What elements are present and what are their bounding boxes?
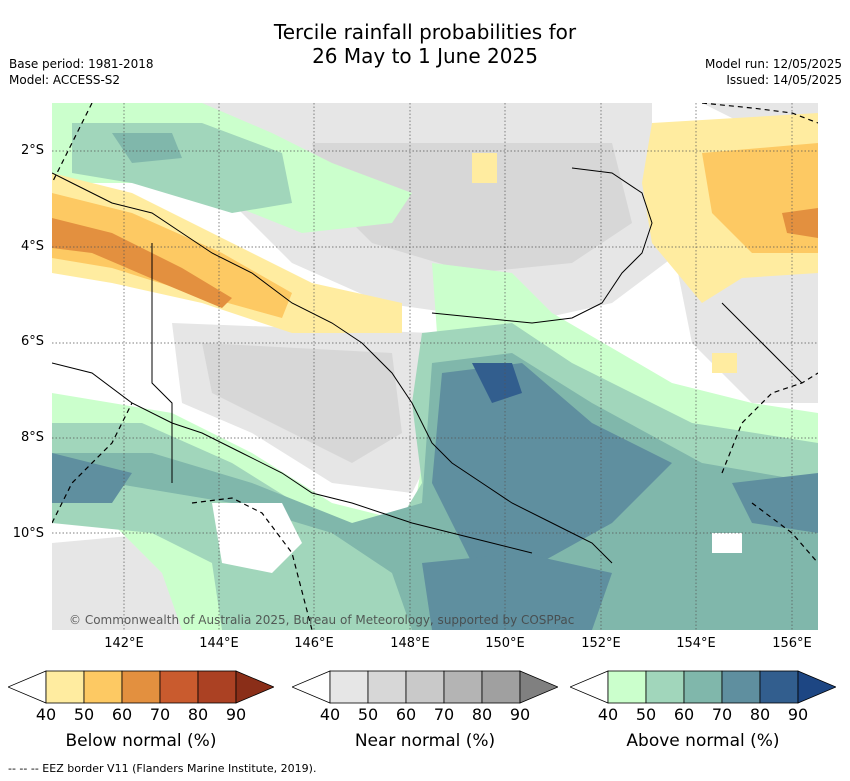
colorbar-segment [481,670,521,704]
below-normal-label: Below normal (%) [65,731,217,751]
lon-label-154e: 154°E [676,636,716,651]
lat-label-10s: 10°S [12,526,44,541]
colorbar-tick-label: 50 [635,705,657,724]
colorbar-segment [367,670,407,704]
probability-map [52,103,818,630]
colorbar-segment [45,670,85,704]
above-normal-region-top-3 [112,133,182,163]
colorbar-tick-label: 60 [111,705,133,724]
above-normal-region-southwest [52,453,132,503]
lon-label-150e: 150°E [485,636,525,651]
lon-label-144e: 144°E [199,636,239,651]
new-britain-coast [431,167,653,324]
colorbar-segment [83,670,123,704]
colorbar-segment [645,670,685,704]
colorbar-min-extend [570,670,609,704]
near-normal-colorbar [292,670,558,704]
new-guinea-south-coast [52,362,533,554]
below-normal-spot-2 [712,353,737,373]
colorbar-max-extend [235,670,274,704]
below-normal-band-2 [52,193,292,318]
lon-label-146e: 146°E [294,636,334,651]
lat-label-8s: 8°S [20,430,44,445]
base-period: Base period: 1981-2018 [9,57,154,71]
above-normal-label: Above normal (%) [626,731,780,751]
colorbar-segment [197,670,237,704]
colorbar-tick-label: 70 [433,705,455,724]
title-line-2: 26 May to 1 June 2025 [312,44,538,68]
above-normal-region-south-4 [432,363,672,573]
copyright-notice: © Commonwealth of Australia 2025, Bureau… [69,613,575,627]
model-name: Model: ACCESS-S2 [9,73,121,87]
near-normal-region-2 [312,143,632,273]
colorbar-segment [121,670,161,704]
white-gap-2 [712,533,742,553]
model-info: Base period: 1981-2018 Model: ACCESS-S2 [9,56,154,88]
above-normal-colorbar [570,670,836,704]
colorbar-segment [759,670,799,704]
above-normal-region-south-3 [52,353,818,630]
colorbar-tick-label: 90 [509,705,531,724]
eez-legend-note: -- -- -- EEZ border V11 (Flanders Marine… [8,762,317,775]
lat-label-4s: 4°S [20,239,44,254]
lon-label-156e: 156°E [772,636,812,651]
new-guinea-coast [52,172,613,564]
colorbar-tick-label: 70 [149,705,171,724]
colorbar-max-extend [519,670,558,704]
colorbar-segment [721,670,761,704]
colorbar-min-extend [8,670,47,704]
near-normal-label: Near normal (%) [354,731,496,751]
colorbar-tick-label: 80 [749,705,771,724]
colorbar-tick-label: 40 [319,705,341,724]
bougainville-coast [721,302,803,384]
lat-label-6s: 6°S [20,334,44,349]
colorbar-min-extend [292,670,331,704]
colorbar-tick-label: 60 [673,705,695,724]
above-normal-region-south-5 [472,363,522,403]
below-normal-band [52,173,402,333]
lat-label-2s: 2°S [20,143,44,158]
run-info: Model run: 12/05/2025 Issued: 14/05/2025 [705,56,842,88]
below-normal-spot-1 [472,153,497,183]
colorbar-segment [329,670,369,704]
above-normal-region-east-patch [732,473,818,533]
map-gridlines [52,103,818,630]
white-gap-1 [212,503,302,573]
colorbar-tick-label: 50 [357,705,379,724]
issued-date: Issued: 14/05/2025 [726,73,842,87]
colorbar-tick-label: 70 [711,705,733,724]
lon-label-152e: 152°E [581,636,621,651]
eez-borders [52,103,818,630]
model-run-date: Model run: 12/05/2025 [704,57,842,71]
colorbar-segment [443,670,483,704]
below-normal-band-3 [52,218,232,308]
colorbar-max-extend [797,670,836,704]
map-title: Tercile rainfall probabilities for 26 Ma… [0,20,850,68]
below-normal-region-east-3 [782,208,818,238]
below-normal-colorbar [8,670,274,704]
colorbar-segment [405,670,445,704]
colorbar-tick-label: 90 [225,705,247,724]
lon-label-142e: 142°E [104,636,144,651]
above-normal-region-south-6 [422,553,612,630]
colorbar-tick-label: 40 [597,705,619,724]
colorbar-tick-label: 60 [395,705,417,724]
near-normal-region-4 [202,343,402,463]
colorbar-segment [607,670,647,704]
border-png [151,243,173,483]
coastlines [52,167,803,564]
colorbar-segment [683,670,723,704]
colorbar-tick-label: 90 [787,705,809,724]
colorbar-tick-label: 80 [471,705,493,724]
colorbar-tick-label: 80 [187,705,209,724]
colorbar-tick-label: 50 [73,705,95,724]
title-line-1: Tercile rainfall probabilities for [273,20,577,44]
lon-label-148e: 148°E [390,636,430,651]
colorbar-segment [159,670,199,704]
colorbar-tick-label: 40 [35,705,57,724]
